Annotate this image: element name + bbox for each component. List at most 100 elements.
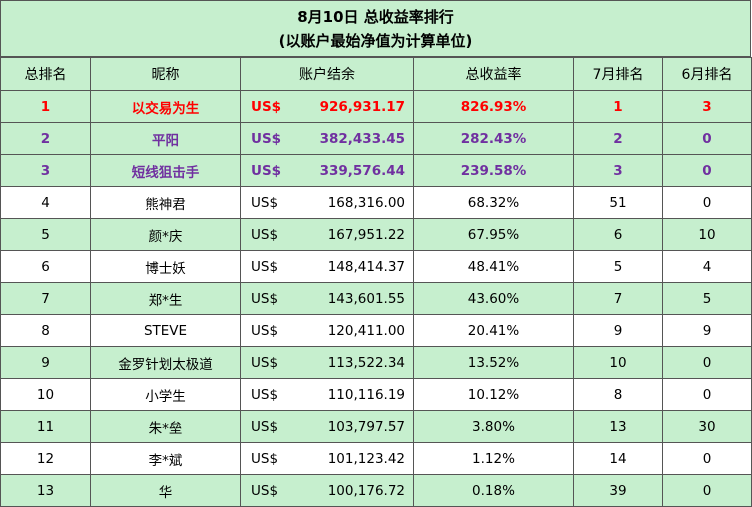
- rank-cell[interactable]: 6: [0, 250, 91, 283]
- july-rank-cell[interactable]: 3: [573, 154, 663, 187]
- nickname-cell[interactable]: 短线狙击手: [90, 154, 241, 187]
- june-rank-cell[interactable]: 0: [662, 474, 752, 507]
- table-row[interactable]: 6 博士妖 US$ 148,414.37 48.41% 5 4: [0, 250, 752, 283]
- june-rank-cell[interactable]: 10: [662, 218, 752, 251]
- table-row[interactable]: 8 STEVE US$ 120,411.00 20.41% 9 9: [0, 314, 752, 347]
- balance-wrapper: US$ 120,411.00: [242, 322, 413, 339]
- june-rank-cell[interactable]: 4: [662, 250, 752, 283]
- column-header-july-rank[interactable]: 7月排名: [573, 57, 663, 91]
- june-rank-cell[interactable]: 0: [662, 346, 752, 379]
- balance-cell[interactable]: US$ 120,411.00: [240, 314, 414, 347]
- return-cell[interactable]: 10.12%: [413, 378, 574, 411]
- june-rank-cell[interactable]: 0: [662, 378, 752, 411]
- return-cell[interactable]: 48.41%: [413, 250, 574, 283]
- june-rank-cell[interactable]: 0: [662, 442, 752, 475]
- table-row[interactable]: 13 华 US$ 100,176.72 0.18% 39 0: [0, 474, 752, 507]
- balance-cell[interactable]: US$ 926,931.17: [240, 90, 414, 123]
- return-cell[interactable]: 13.52%: [413, 346, 574, 379]
- column-header-rank[interactable]: 总排名: [0, 57, 91, 91]
- july-rank-cell[interactable]: 8: [573, 378, 663, 411]
- rank-cell[interactable]: 7: [0, 282, 91, 315]
- nickname-cell[interactable]: 颜*庆: [90, 218, 241, 251]
- july-rank-cell[interactable]: 9: [573, 314, 663, 347]
- june-rank-cell[interactable]: 30: [662, 410, 752, 443]
- column-header-balance[interactable]: 账户结余: [240, 57, 414, 91]
- nickname-cell[interactable]: 金罗针划太极道: [90, 346, 241, 379]
- july-rank-cell[interactable]: 51: [573, 186, 663, 219]
- rank-cell[interactable]: 12: [0, 442, 91, 475]
- balance-cell[interactable]: US$ 110,116.19: [240, 378, 414, 411]
- balance-cell[interactable]: US$ 339,576.44: [240, 154, 414, 187]
- table-row[interactable]: 5 颜*庆 US$ 167,951.22 67.95% 6 10: [0, 218, 752, 251]
- june-rank-cell[interactable]: 0: [662, 154, 752, 187]
- rank-cell[interactable]: 10: [0, 378, 91, 411]
- balance-cell[interactable]: US$ 101,123.42: [240, 442, 414, 475]
- nickname-cell[interactable]: 平阳: [90, 122, 241, 155]
- rank-cell[interactable]: 13: [0, 474, 91, 507]
- june-rank-cell[interactable]: 0: [662, 122, 752, 155]
- july-rank-cell[interactable]: 13: [573, 410, 663, 443]
- return-cell[interactable]: 1.12%: [413, 442, 574, 475]
- nickname-cell[interactable]: 华: [90, 474, 241, 507]
- balance-cell[interactable]: US$ 100,176.72: [240, 474, 414, 507]
- rank-cell[interactable]: 8: [0, 314, 91, 347]
- nickname-cell[interactable]: STEVE: [90, 314, 241, 347]
- return-cell[interactable]: 282.43%: [413, 122, 574, 155]
- table-row[interactable]: 1 以交易为生 US$ 926,931.17 826.93% 1 3: [0, 90, 752, 123]
- table-row[interactable]: 2 平阳 US$ 382,433.45 282.43% 2 0: [0, 122, 752, 155]
- return-cell[interactable]: 20.41%: [413, 314, 574, 347]
- july-rank-cell[interactable]: 7: [573, 282, 663, 315]
- column-header-return[interactable]: 总收益率: [413, 57, 574, 91]
- return-cell[interactable]: 0.18%: [413, 474, 574, 507]
- nickname-cell[interactable]: 郑*生: [90, 282, 241, 315]
- balance-cell[interactable]: US$ 167,951.22: [240, 218, 414, 251]
- table-row[interactable]: 3 短线狙击手 US$ 339,576.44 239.58% 3 0: [0, 154, 752, 187]
- return-cell[interactable]: 3.80%: [413, 410, 574, 443]
- table-row[interactable]: 11 朱*垒 US$ 103,797.57 3.80% 13 30: [0, 410, 752, 443]
- table-row[interactable]: 4 熊神君 US$ 168,316.00 68.32% 51 0: [0, 186, 752, 219]
- column-header-june-rank[interactable]: 6月排名: [662, 57, 752, 91]
- balance-cell[interactable]: US$ 168,316.00: [240, 186, 414, 219]
- currency-label: US$: [251, 322, 279, 339]
- return-cell[interactable]: 67.95%: [413, 218, 574, 251]
- table-row[interactable]: 9 金罗针划太极道 US$ 113,522.34 13.52% 10 0: [0, 346, 752, 379]
- nickname-cell[interactable]: 李*斌: [90, 442, 241, 475]
- nickname-cell[interactable]: 博士妖: [90, 250, 241, 283]
- return-cell[interactable]: 239.58%: [413, 154, 574, 187]
- july-rank-cell[interactable]: 5: [573, 250, 663, 283]
- return-cell[interactable]: 43.60%: [413, 282, 574, 315]
- july-rank-cell[interactable]: 10: [573, 346, 663, 379]
- table-row[interactable]: 7 郑*生 US$ 143,601.55 43.60% 7 5: [0, 282, 752, 315]
- june-rank-cell[interactable]: 5: [662, 282, 752, 315]
- nickname-cell[interactable]: 熊神君: [90, 186, 241, 219]
- balance-cell[interactable]: US$ 113,522.34: [240, 346, 414, 379]
- rank-cell[interactable]: 9: [0, 346, 91, 379]
- july-rank-cell[interactable]: 1: [573, 90, 663, 123]
- rank-cell[interactable]: 1: [0, 90, 91, 123]
- rank-cell[interactable]: 4: [0, 186, 91, 219]
- balance-cell[interactable]: US$ 148,414.37: [240, 250, 414, 283]
- nickname-cell[interactable]: 以交易为生: [90, 90, 241, 123]
- july-rank-cell[interactable]: 2: [573, 122, 663, 155]
- balance-cell[interactable]: US$ 143,601.55: [240, 282, 414, 315]
- july-rank-cell[interactable]: 39: [573, 474, 663, 507]
- rank-cell[interactable]: 2: [0, 122, 91, 155]
- table-row[interactable]: 10 小学生 US$ 110,116.19 10.12% 8 0: [0, 378, 752, 411]
- balance-cell[interactable]: US$ 382,433.45: [240, 122, 414, 155]
- rank-cell[interactable]: 11: [0, 410, 91, 443]
- june-rank-cell[interactable]: 3: [662, 90, 752, 123]
- june-rank-cell[interactable]: 9: [662, 314, 752, 347]
- nickname-cell[interactable]: 朱*垒: [90, 410, 241, 443]
- rank-cell[interactable]: 3: [0, 154, 91, 187]
- nickname-cell[interactable]: 小学生: [90, 378, 241, 411]
- return-cell[interactable]: 68.32%: [413, 186, 574, 219]
- column-header-nickname[interactable]: 昵称: [90, 57, 241, 91]
- return-cell[interactable]: 826.93%: [413, 90, 574, 123]
- table-row[interactable]: 12 李*斌 US$ 101,123.42 1.12% 14 0: [0, 442, 752, 475]
- july-rank-cell[interactable]: 6: [573, 218, 663, 251]
- july-rank-cell[interactable]: 14: [573, 442, 663, 475]
- balance-cell[interactable]: US$ 103,797.57: [240, 410, 414, 443]
- june-rank-cell[interactable]: 0: [662, 186, 752, 219]
- balance-amount: 100,176.72: [327, 482, 405, 499]
- rank-cell[interactable]: 5: [0, 218, 91, 251]
